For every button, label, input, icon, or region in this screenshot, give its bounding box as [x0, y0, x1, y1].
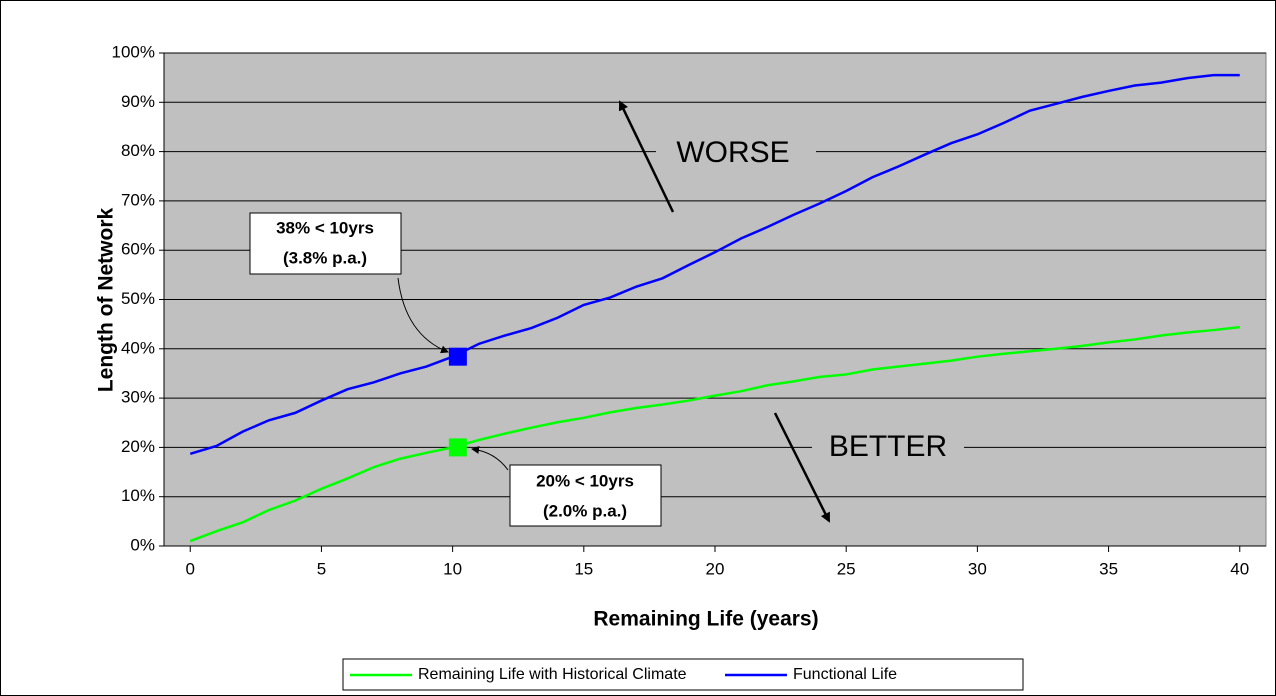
highlight-marker [448, 347, 467, 366]
legend-label: Remaining Life with Historical Climate [418, 666, 687, 683]
x-tick-label: 5 [317, 559, 326, 578]
x-tick-label: 20 [706, 559, 725, 578]
callout-text: (3.8% p.a.) [283, 248, 367, 267]
label-bg [812, 430, 964, 464]
y-tick-label: 30% [121, 388, 155, 407]
x-tick-label: 10 [443, 559, 462, 578]
y-tick-label: 80% [121, 141, 155, 160]
x-tick-label: 25 [837, 559, 856, 578]
callout-box [509, 464, 662, 527]
annotation: BETTER [829, 430, 947, 463]
callout-arrow [471, 445, 509, 471]
callout-text: 38% < 10yrs [276, 218, 374, 237]
y-tick-label: 100% [112, 42, 155, 61]
y-tick-label: 70% [121, 190, 155, 209]
annotation: WORSE [676, 136, 789, 169]
better-arrow [773, 412, 831, 523]
y-axis-title: Length of Network [95, 208, 118, 393]
x-tick-label: 40 [1230, 559, 1249, 578]
legend-label: Functional Life [793, 666, 897, 683]
x-tick-label: 30 [968, 559, 987, 578]
y-tick-label: 50% [121, 289, 155, 308]
callout-arrow [397, 277, 449, 354]
y-tick-label: 0% [130, 535, 155, 554]
callout-box [249, 212, 402, 275]
x-tick-label: 0 [186, 559, 195, 578]
line-series [189, 73, 1240, 456]
y-tick-label: 40% [121, 338, 155, 357]
callout-text: 20% < 10yrs [536, 471, 634, 490]
label-bg [656, 136, 816, 170]
y-tick-label: 20% [121, 437, 155, 456]
x-tick-label: 35 [1099, 559, 1118, 578]
highlight-marker [448, 438, 467, 457]
x-axis-title: Remaining Life (years) [593, 608, 818, 631]
worse-arrow [618, 100, 675, 213]
line-series [189, 325, 1240, 543]
x-tick-label: 15 [574, 559, 593, 578]
callout-text: (2.0% p.a.) [543, 501, 627, 520]
y-tick-label: 90% [121, 92, 155, 111]
y-tick-label: 60% [121, 240, 155, 259]
y-tick-label: 10% [121, 486, 155, 505]
legend [342, 658, 1024, 691]
